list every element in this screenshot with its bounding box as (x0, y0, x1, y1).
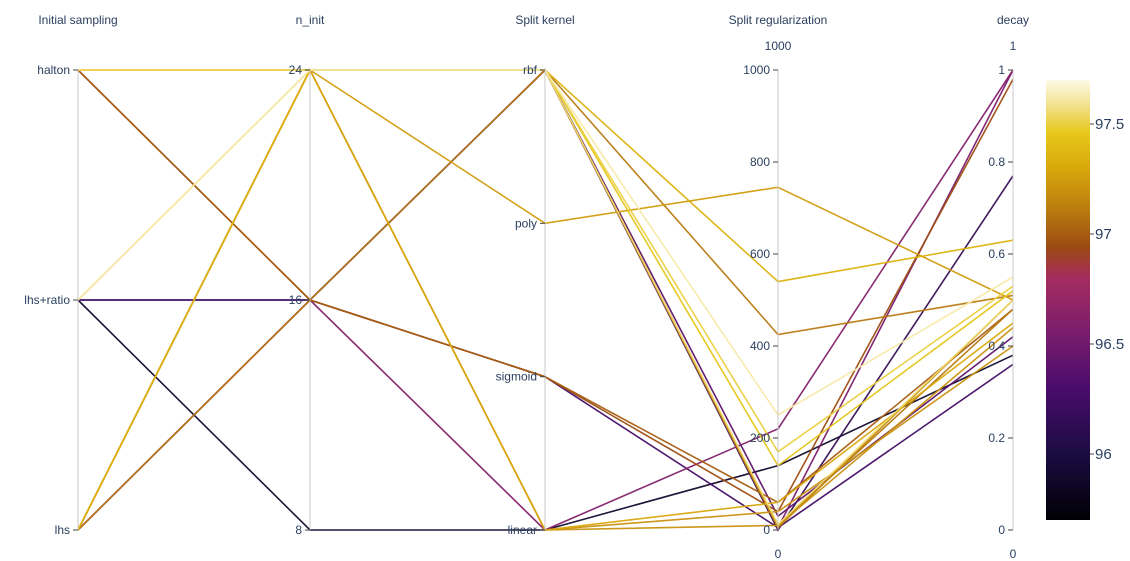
axis-range-max: 1000 (765, 39, 792, 53)
tick-label: 0.4 (988, 339, 1005, 353)
tick-label: 600 (750, 247, 770, 261)
tick-label: 800 (750, 155, 770, 169)
colorbar-tick-label: 97.5 (1095, 116, 1124, 133)
colorbar-tick-label: 96 (1095, 446, 1112, 463)
tick-label: halton (37, 63, 70, 77)
tick-label: 1 (998, 63, 1005, 77)
tick-label: 8 (295, 523, 302, 537)
tick-label: 0.6 (988, 247, 1005, 261)
axis-range-min: 0 (775, 547, 782, 561)
axis-range-min: 0 (1010, 547, 1017, 561)
tick-label: 0.8 (988, 155, 1005, 169)
axis-title: decay (997, 13, 1029, 27)
axes: Initial sampling halton lhs+ratio lhs n_init… (24, 13, 1029, 561)
tick-label: lhs+ratio (24, 293, 70, 307)
axis-kernel: Split kernel rbf poly sigmoid linear (496, 13, 575, 537)
tick-label: 24 (289, 63, 303, 77)
tick-label: linear (508, 523, 537, 537)
axis-decay: decay 1 0.8 0.6 0.4 0.2 0 1 0 (988, 13, 1029, 561)
colorbar-gradient (1046, 80, 1090, 520)
tick-label: 0 (763, 523, 770, 537)
axis-title: Split regularization (729, 13, 828, 27)
tick-label: 0 (998, 523, 1005, 537)
tick-label: lhs (55, 523, 70, 537)
tick-label: rbf (523, 63, 538, 77)
tick-label: poly (515, 216, 537, 230)
colorbar-tick-label: 97 (1095, 226, 1112, 243)
tick-label: 200 (750, 431, 770, 445)
axis-range-max: 1 (1010, 39, 1017, 53)
axis-sampling: Initial sampling halton lhs+ratio lhs (24, 13, 117, 537)
tick-label: 0.2 (988, 431, 1005, 445)
colorbar: 97.5 97 96.5 96 (1046, 80, 1124, 520)
axis-n_init: n_init 24 16 8 (289, 13, 325, 537)
colorbar-tick-label: 96.5 (1095, 336, 1124, 353)
axis-title: n_init (296, 13, 325, 27)
axis-reg: Split regularization 1000 800 600 400 200 0 100… (729, 13, 828, 561)
axis-title: Initial sampling (38, 13, 117, 27)
tick-label: sigmoid (496, 370, 537, 384)
tick-label: 16 (289, 293, 303, 307)
axis-title: Split kernel (515, 13, 574, 27)
tick-label: 400 (750, 339, 770, 353)
tick-label: 1000 (743, 63, 770, 77)
